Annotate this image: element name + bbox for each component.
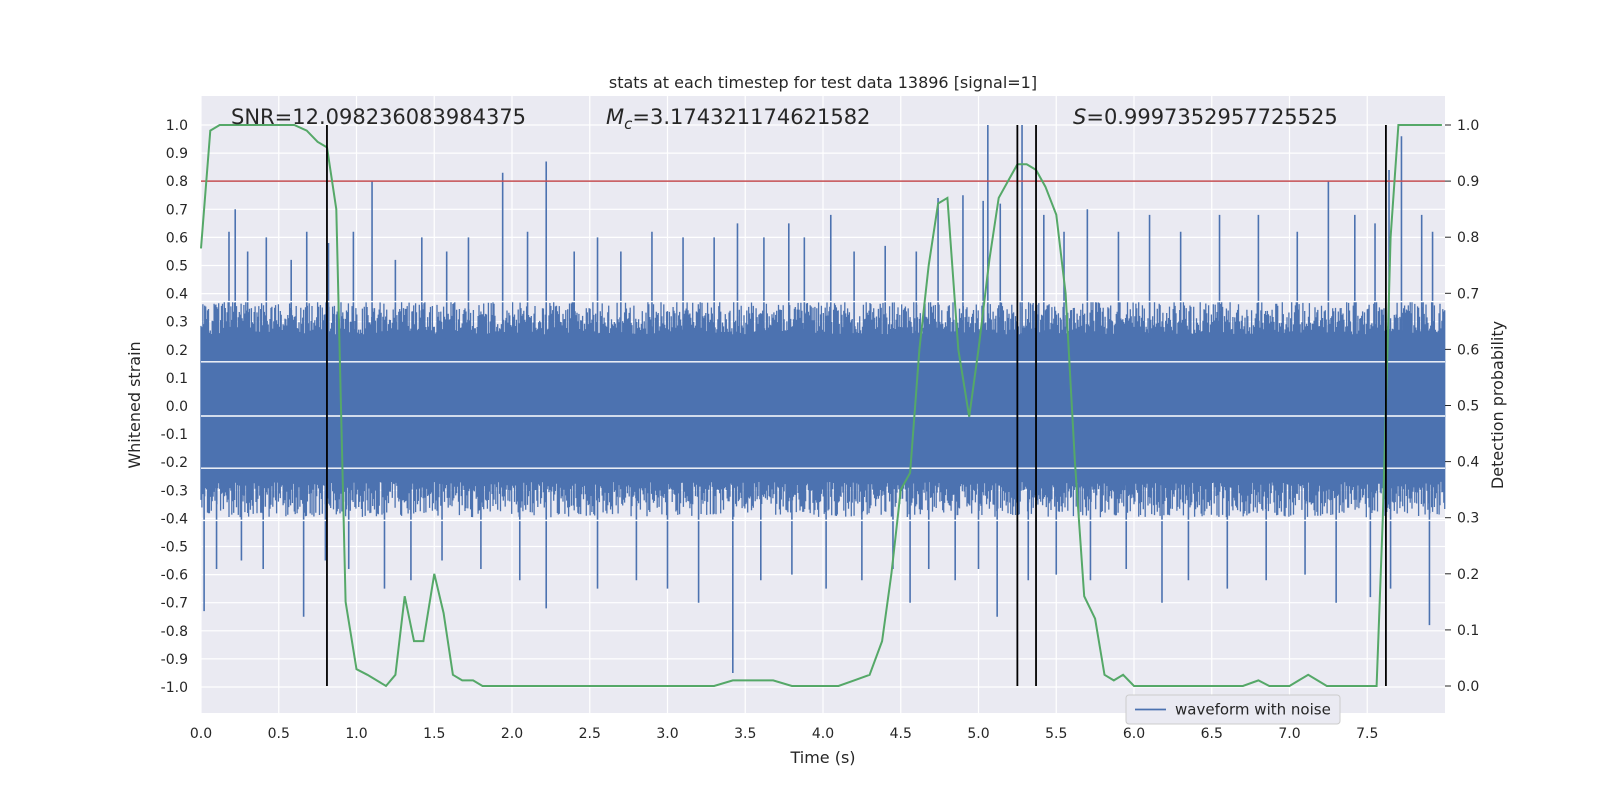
- x-tick-label: 5.0: [967, 726, 989, 742]
- y2-tick-label: 0.7: [1457, 286, 1479, 302]
- x-tick-label: 2.5: [579, 726, 601, 742]
- x-tick-label: 6.0: [1123, 726, 1145, 742]
- y-tick-label: -0.8: [161, 624, 188, 640]
- y2-tick-labels: 0.0 0.1 0.2 0.3 0.4 0.5 0.6 0.7 0.8 0.9 1.0: [1445, 118, 1479, 695]
- y2-axis-label: Detection probability: [1488, 321, 1507, 489]
- x-tick-label: 4.0: [812, 726, 834, 742]
- y2-tick-label: 0.5: [1457, 399, 1479, 415]
- mc-value: =3.174321174621582: [632, 105, 870, 129]
- x-tick-label: 3.5: [734, 726, 756, 742]
- y2-tick-label: 0.4: [1457, 455, 1479, 471]
- x-axis-label: Time (s): [789, 748, 855, 767]
- y-tick-label: 0.1: [166, 371, 188, 387]
- y-tick-label: 0.8: [166, 174, 188, 190]
- y-tick-label: 0.0: [166, 399, 188, 415]
- y-tick-label: 0.3: [166, 315, 188, 331]
- mc-subscript: c: [624, 115, 633, 133]
- x-tick-label: 0.5: [268, 726, 290, 742]
- x-tick-label: 1.0: [345, 726, 367, 742]
- s-value: =0.9997352957725525: [1086, 105, 1337, 129]
- x-tick-label: 7.5: [1356, 726, 1378, 742]
- y-tick-labels: -1.0 -0.9 -0.8 -0.7 -0.6 -0.5 -0.4 -0.3 -0.2 -0.1…: [161, 118, 188, 696]
- detection-probability-line: [200, 124, 1442, 688]
- y-tick-label: 0.7: [166, 202, 188, 218]
- y2-tick-label: 0.3: [1457, 511, 1479, 527]
- y2-tick-label: 1.0: [1457, 118, 1479, 134]
- y-tick-label: 0.6: [166, 230, 188, 246]
- y2-tick-label: 0.9: [1457, 174, 1479, 190]
- detection-probability-series: [200, 124, 1442, 688]
- y2-tick-label: 0.8: [1457, 230, 1479, 246]
- y-tick-label: -0.3: [161, 483, 188, 499]
- x-tick-label: 6.5: [1201, 726, 1223, 742]
- x-tick-label: 0.0: [190, 726, 212, 742]
- y2-tick-label: 0.6: [1457, 342, 1479, 358]
- legend-box: [1125, 694, 1341, 725]
- score-annotation: S=0.9997352957725525: [1073, 105, 1338, 129]
- snr-annotation: SNR=12.098236083984375: [231, 105, 526, 129]
- y-tick-label: -0.5: [161, 540, 188, 556]
- y2-tick-label: 0.2: [1457, 567, 1479, 583]
- y2-tick-label: 0.0: [1457, 679, 1479, 695]
- y-tick-label: 0.4: [166, 287, 188, 303]
- y-tick-label: -0.2: [161, 455, 188, 471]
- y-axis-label: Whitened strain: [125, 341, 144, 468]
- x-tick-label: 5.5: [1045, 726, 1067, 742]
- chirp-mass-annotation: Mc=3.174321174621582: [606, 105, 870, 133]
- y-tick-label: 0.9: [166, 146, 188, 162]
- y-tick-label: -0.4: [161, 511, 188, 527]
- y-tick-label: -0.7: [161, 596, 188, 612]
- legend: waveform with noise: [1125, 694, 1341, 725]
- y2-tick-label: 0.1: [1457, 623, 1479, 639]
- x-tick-label: 4.5: [890, 726, 912, 742]
- y-tick-label: 0.5: [166, 259, 188, 275]
- legend-label: waveform with noise: [1175, 701, 1331, 719]
- waveform-core: [201, 338, 1445, 474]
- y-tick-label: -1.0: [161, 680, 188, 696]
- vertical-markers: [326, 125, 1387, 686]
- x-tick-labels: 0.0 0.5 1.0 1.5 2.0 2.5 3.0 3.5 4.0 4.5 5.0 5.5 6.0 6…: [190, 726, 1379, 742]
- x-tick-label: 2.0: [501, 726, 523, 742]
- y-tick-label: -0.9: [161, 652, 188, 668]
- x-tick-label: 3.0: [656, 726, 678, 742]
- waveform-series: [200, 125, 1446, 673]
- mc-symbol: M: [606, 105, 624, 129]
- y-tick-label: -0.6: [161, 568, 188, 584]
- x-tick-label: 7.0: [1278, 726, 1300, 742]
- y-tick-label: -0.1: [161, 427, 188, 443]
- y-tick-label: 0.2: [166, 343, 188, 359]
- chart-title: stats at each timestep for test data 138…: [609, 73, 1037, 92]
- x-tick-label: 1.5: [423, 726, 445, 742]
- y-tick-label: 1.0: [166, 118, 188, 134]
- s-symbol: S: [1073, 105, 1086, 129]
